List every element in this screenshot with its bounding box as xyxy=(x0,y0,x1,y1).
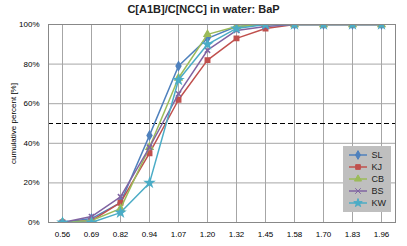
svg-text:0.56: 0.56 xyxy=(55,230,71,239)
html-text:SL: SL xyxy=(371,150,383,160)
svg-text:80%: 80% xyxy=(23,60,39,69)
svg-text:1.96: 1.96 xyxy=(374,230,390,239)
svg-text:cumulative percent [%]: cumulative percent [%] xyxy=(9,83,18,164)
svg-text:100%: 100% xyxy=(19,20,39,29)
html-text:C[A1B]/C[NCC] in water: BaP: C[A1B]/C[NCC] in water: BaP xyxy=(127,3,280,15)
svg-text:1.83: 1.83 xyxy=(345,230,361,239)
svg-text:0.94: 0.94 xyxy=(142,230,158,239)
svg-text:0.69: 0.69 xyxy=(84,230,100,239)
svg-text:1.07: 1.07 xyxy=(171,230,187,239)
svg-text:0%: 0% xyxy=(28,218,40,227)
svg-text:40%: 40% xyxy=(23,139,39,148)
svg-text:20%: 20% xyxy=(23,178,39,187)
html-text:CB: CB xyxy=(371,174,384,184)
svg-text:0.82: 0.82 xyxy=(113,230,129,239)
svg-text:1.45: 1.45 xyxy=(258,230,274,239)
svg-text:1.20: 1.20 xyxy=(200,230,216,239)
svg-text:60%: 60% xyxy=(23,99,39,108)
svg-text:1.58: 1.58 xyxy=(287,230,303,239)
html-text:KJ: KJ xyxy=(371,162,382,172)
svg-text:1.32: 1.32 xyxy=(229,230,245,239)
html-text:KW: KW xyxy=(371,198,386,208)
svg-text:1.70: 1.70 xyxy=(316,230,332,239)
html-text:BS: BS xyxy=(371,186,384,196)
